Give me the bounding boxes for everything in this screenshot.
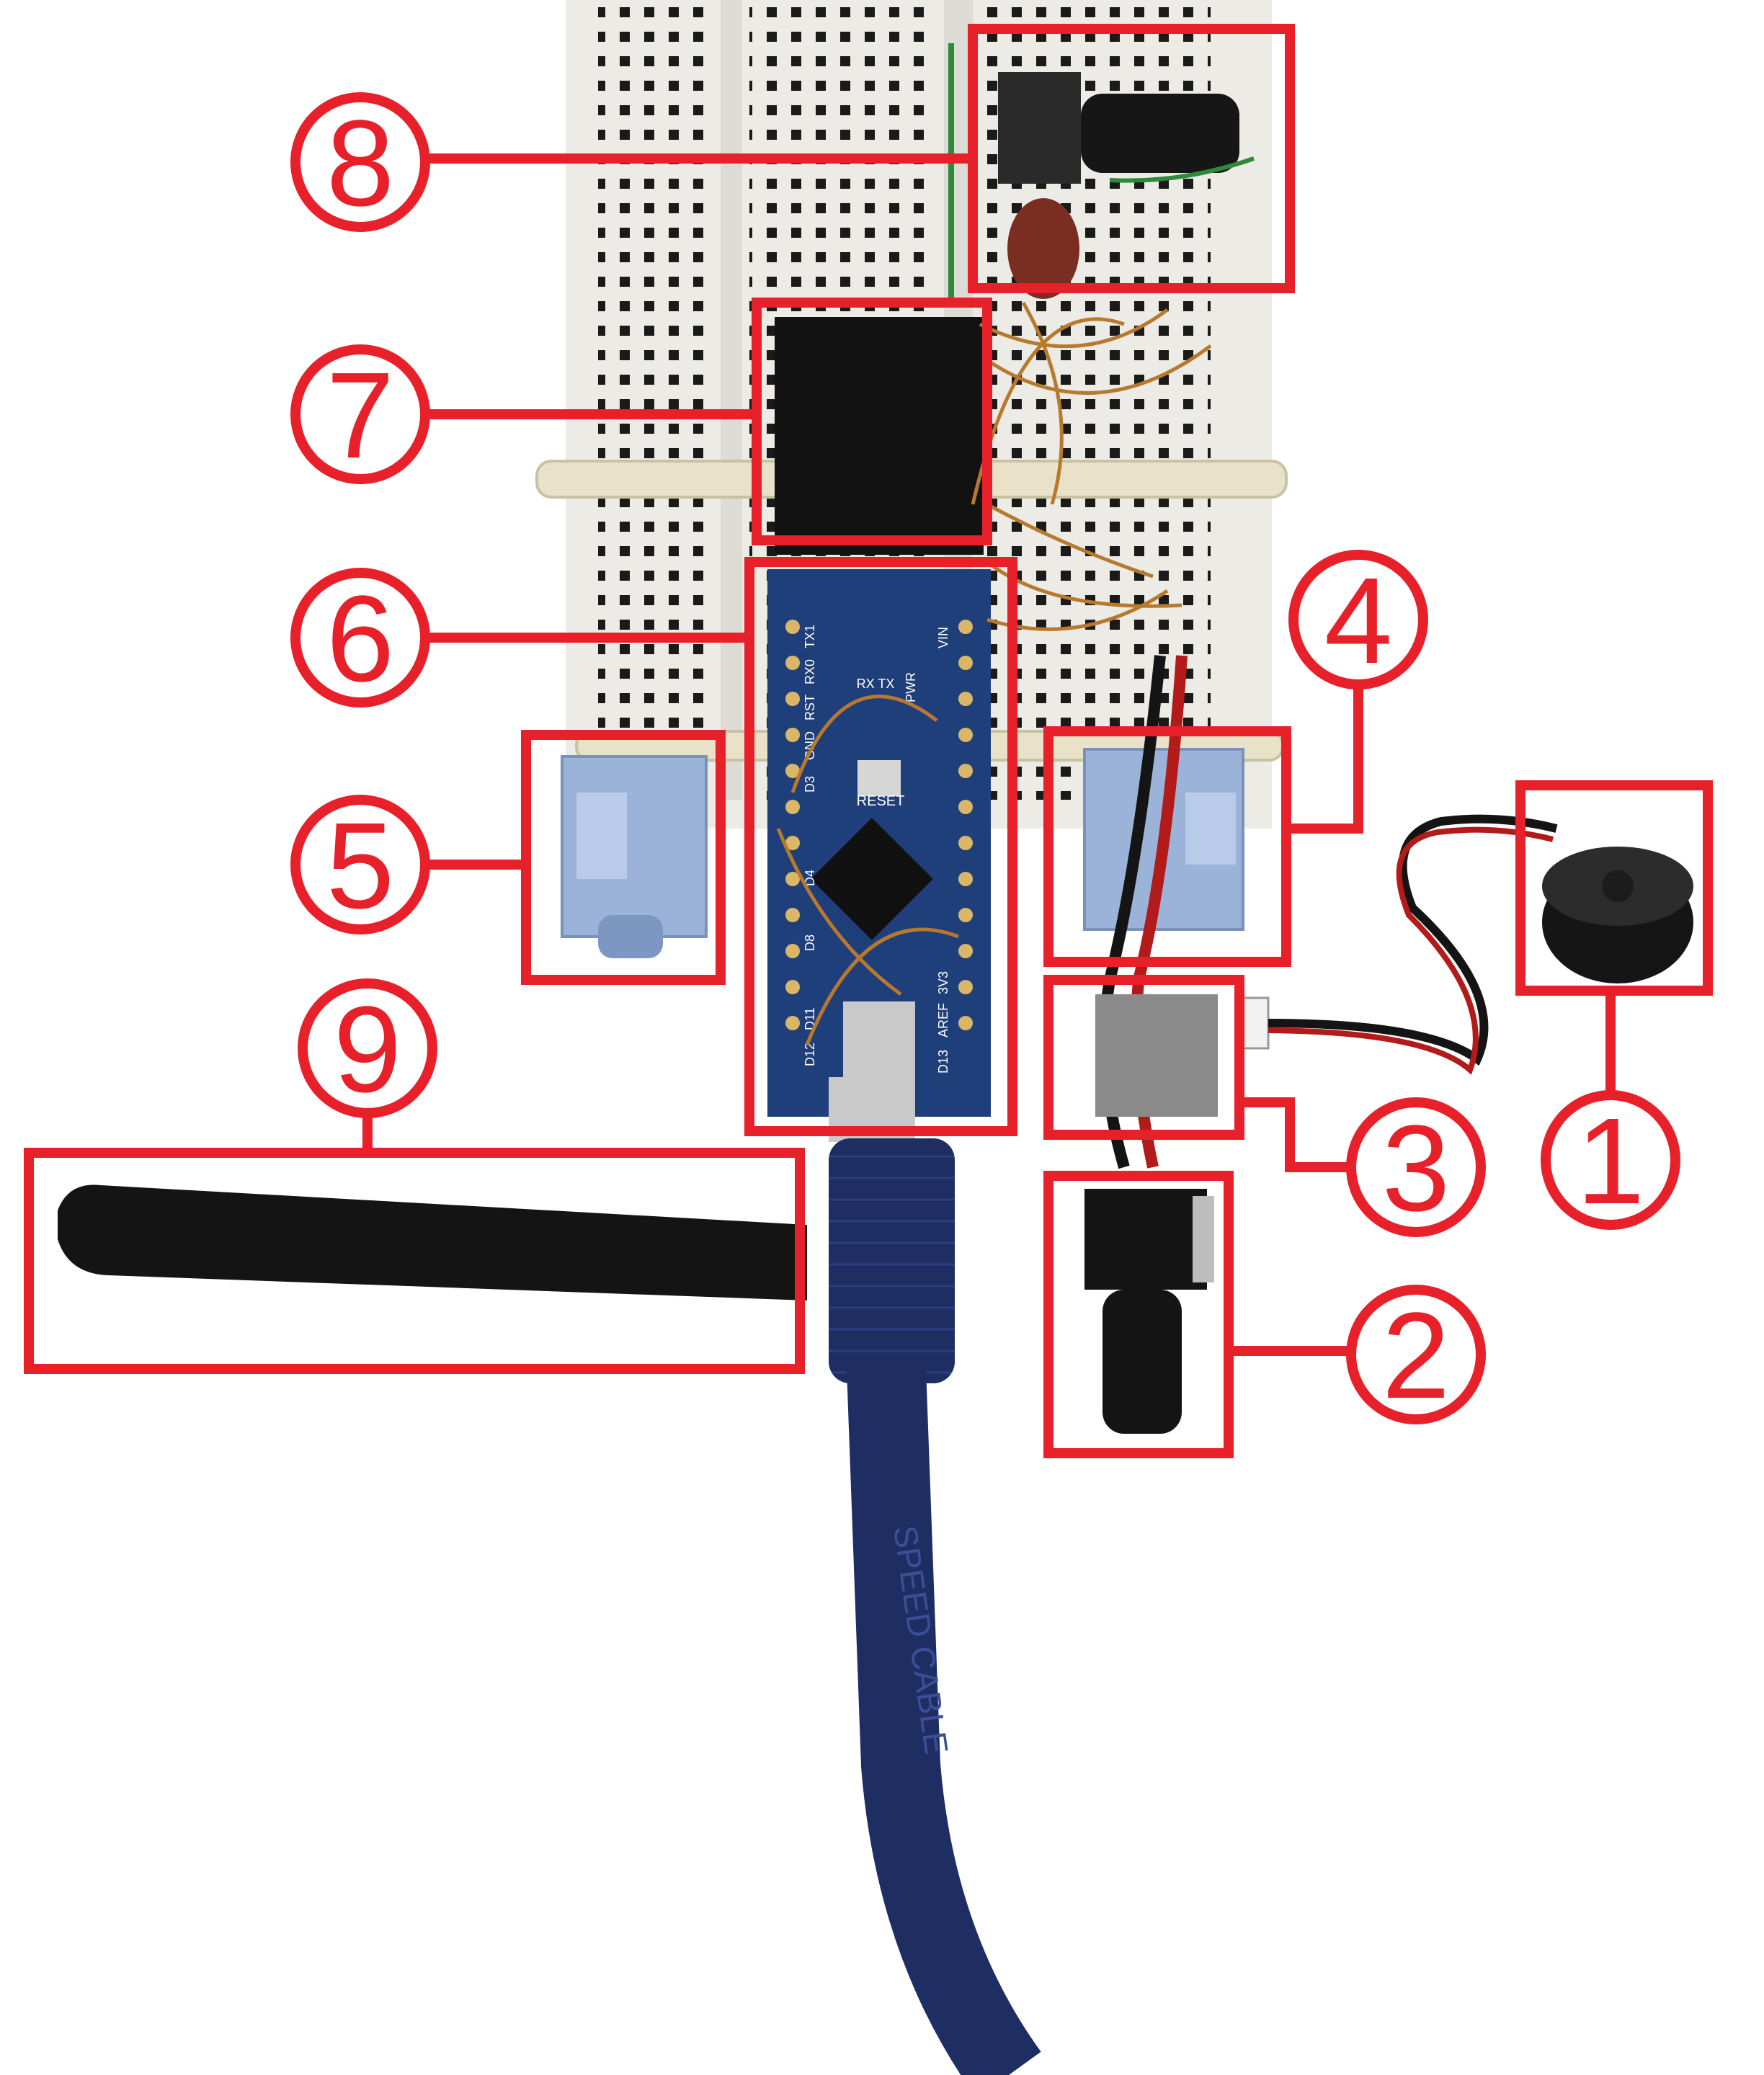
arduino-nano: RESET TX1 RX0 RST GND D3 D4 D8 D11 D12 V… <box>767 569 991 1117</box>
highlight-box-9 <box>24 1148 805 1374</box>
d8-label: D8 <box>803 934 817 951</box>
callout-1: 1 <box>1541 1090 1680 1230</box>
highlight-box-6 <box>744 557 1017 1136</box>
usb-cable: SPEED CABLE <box>829 1077 1041 2075</box>
callout-label-3: 3 <box>1382 1100 1451 1237</box>
rst-label: RST <box>803 695 817 720</box>
rxtx-label: RX TX <box>857 677 895 691</box>
callout-label-8: 8 <box>326 95 395 232</box>
callout-6: 6 <box>290 568 430 708</box>
microphone <box>1542 847 1693 983</box>
callout-label-7: 7 <box>326 347 395 484</box>
callout-4: 4 <box>1288 550 1428 690</box>
gnd-label: GND <box>803 731 817 760</box>
callout-7: 7 <box>290 344 430 484</box>
audio-jack-left <box>561 755 708 958</box>
radio-module <box>775 317 984 555</box>
callout-label-4: 4 <box>1324 553 1393 690</box>
highlight-box-5 <box>521 730 726 985</box>
reset-label: RESET <box>857 793 905 809</box>
switch-module <box>1095 814 1558 1117</box>
d13-label: D13 <box>936 1050 950 1074</box>
header-pins-left <box>785 620 800 1030</box>
callout-9: 9 <box>298 978 437 1118</box>
highlight-box-4 <box>1043 726 1291 967</box>
callout-label-5: 5 <box>326 798 395 934</box>
rx0-label: RX0 <box>803 659 817 684</box>
d12-label: D12 <box>803 1043 817 1066</box>
d11-label: D11 <box>803 1007 817 1030</box>
3v3-label: 3V3 <box>936 971 950 994</box>
highlight-box-7 <box>752 298 992 545</box>
callouts: 8 7 6 5 9 4 3 2 <box>290 92 1680 1424</box>
push-button <box>1084 1189 1214 1434</box>
callout-5: 5 <box>290 795 430 934</box>
callout-label-2: 2 <box>1382 1288 1451 1424</box>
callout-label-9: 9 <box>334 981 402 1118</box>
leader-line-3 <box>1239 1097 1355 1172</box>
copper-wires <box>776 301 1212 1045</box>
vin-label: VIN <box>936 627 950 648</box>
potentiometer <box>948 43 1255 303</box>
d3-label: D3 <box>803 776 817 793</box>
callout-label-6: 6 <box>326 571 395 708</box>
callout-2: 2 <box>1346 1285 1486 1424</box>
highlight-box-2 <box>1043 1171 1234 1458</box>
d4-label: D4 <box>803 870 817 886</box>
leader-line-4 <box>1286 684 1363 834</box>
header-pins-right <box>958 620 973 1030</box>
antenna <box>58 1184 807 1300</box>
pwr-label: PWR <box>904 672 918 702</box>
highlight-box-3 <box>1043 975 1244 1140</box>
callout-8: 8 <box>290 92 430 232</box>
callout-3: 3 <box>1346 1097 1486 1237</box>
aref-label: AREF <box>936 1003 950 1038</box>
annotation-overlay <box>24 24 1713 1458</box>
callout-label-1: 1 <box>1577 1093 1645 1230</box>
tx1-label: TX1 <box>803 625 817 648</box>
